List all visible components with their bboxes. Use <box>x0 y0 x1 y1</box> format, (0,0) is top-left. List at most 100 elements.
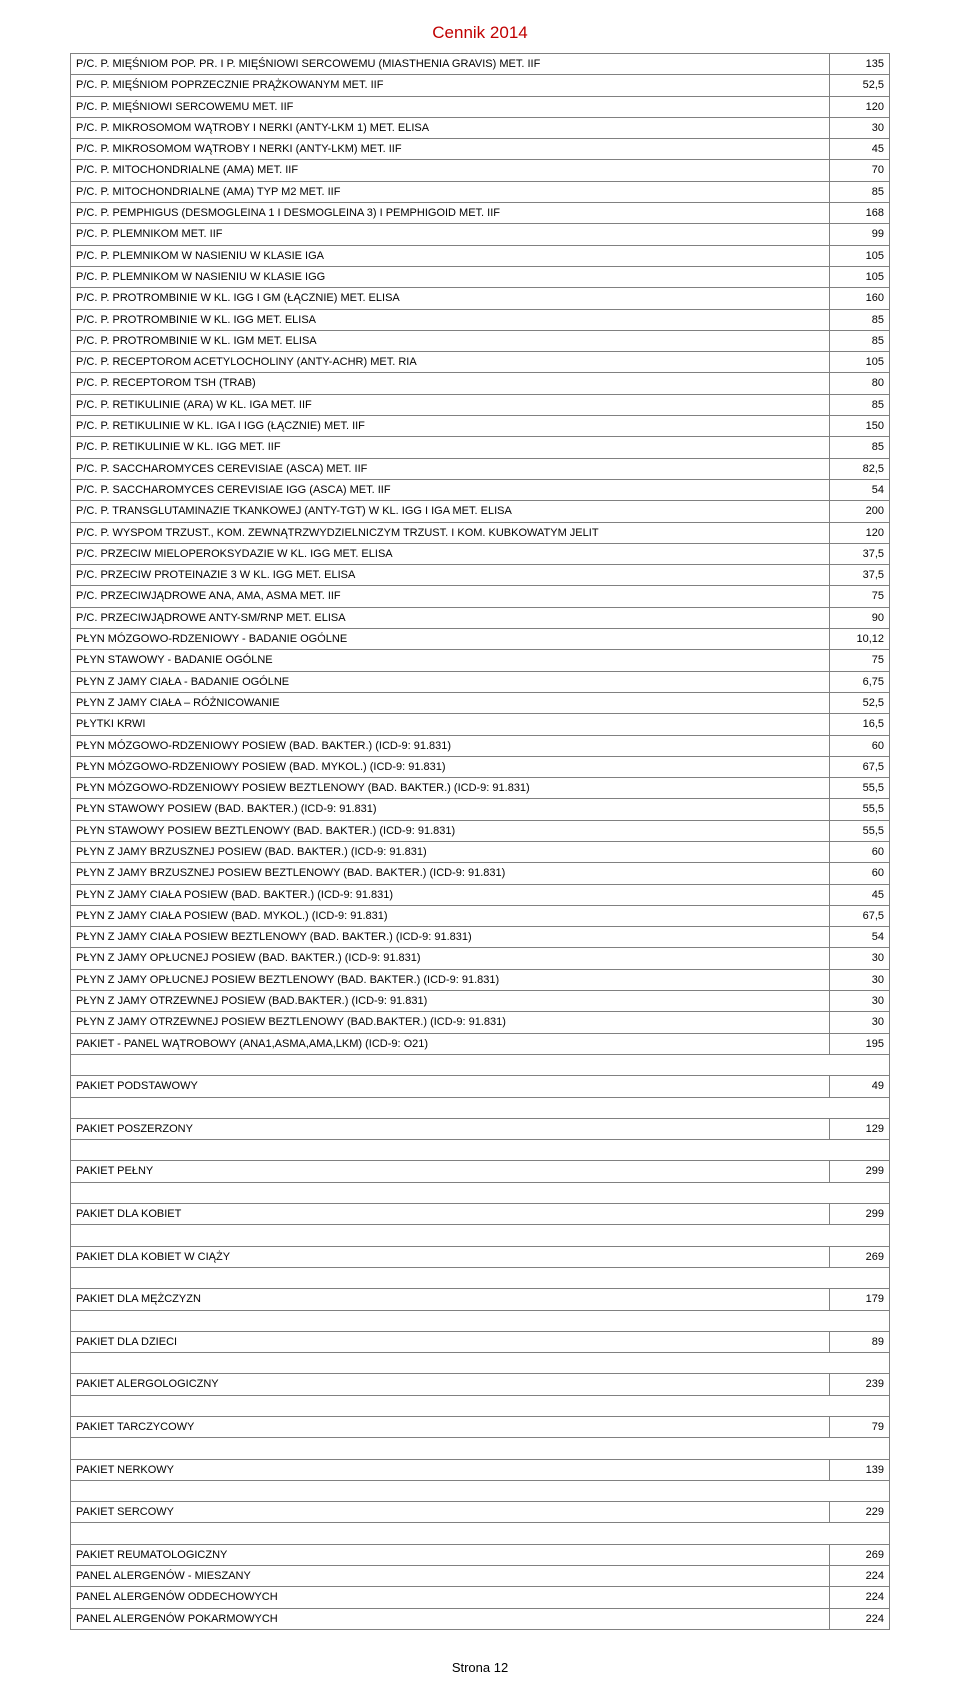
table-row: PAKIET PEŁNY299 <box>71 1161 890 1182</box>
label-cell: PAKIET - PANEL WĄTROBOWY (ANA1,ASMA,AMA,… <box>71 1033 830 1054</box>
table-row: P/C. PRZECIWJĄDROWE ANA, AMA, ASMA MET. … <box>71 586 890 607</box>
value-cell: 105 <box>830 352 890 373</box>
gap-cell <box>71 1225 890 1246</box>
label-cell: PŁYN STAWOWY - BADANIE OGÓLNE <box>71 650 830 671</box>
value-cell: 60 <box>830 841 890 862</box>
label-cell: P/C. P. RECEPTOROM ACETYLOCHOLINY (ANTY-… <box>71 352 830 373</box>
table-row: PŁYN MÓZGOWO-RDZENIOWY - BADANIE OGÓLNE1… <box>71 629 890 650</box>
value-cell: 150 <box>830 416 890 437</box>
value-cell: 269 <box>830 1544 890 1565</box>
table-row: PAKIET PODSTAWOWY49 <box>71 1076 890 1097</box>
table-row: PŁYTKI KRWI16,5 <box>71 714 890 735</box>
value-cell: 85 <box>830 437 890 458</box>
gap-cell <box>71 1140 890 1161</box>
value-cell: 99 <box>830 224 890 245</box>
label-cell: P/C. P. RETIKULINIE (ARA) W KL. IGA MET.… <box>71 394 830 415</box>
table-row: P/C. P. PLEMNIKOM W NASIENIU W KLASIE IG… <box>71 245 890 266</box>
table-row: P/C. PRZECIW MIELOPEROKSYDAZIE W KL. IGG… <box>71 543 890 564</box>
gap-cell <box>71 1267 890 1288</box>
label-cell: P/C. P. RETIKULINIE W KL. IGG MET. IIF <box>71 437 830 458</box>
table-row: PAKIET DLA KOBIET299 <box>71 1204 890 1225</box>
table-row: P/C. P. MITOCHONDRIALNE (AMA) TYP M2 MET… <box>71 181 890 202</box>
label-cell: PAKIET NERKOWY <box>71 1459 830 1480</box>
table-row: PAKIET ALERGOLOGICZNY239 <box>71 1374 890 1395</box>
gap-cell <box>71 1395 890 1416</box>
table-row <box>71 1267 890 1288</box>
value-cell: 37,5 <box>830 543 890 564</box>
table-row: P/C. P. MITOCHONDRIALNE (AMA) MET. IIF70 <box>71 160 890 181</box>
table-row: PAKIET DLA MĘŻCZYZN179 <box>71 1289 890 1310</box>
label-cell: P/C. PRZECIW PROTEINAZIE 3 W KL. IGG MET… <box>71 565 830 586</box>
label-cell: PŁYN Z JAMY BRZUSZNEJ POSIEW (BAD. BAKTE… <box>71 841 830 862</box>
value-cell: 82,5 <box>830 458 890 479</box>
table-row: PŁYN Z JAMY CIAŁA POSIEW (BAD. BAKTER.) … <box>71 884 890 905</box>
label-cell: PŁYN Z JAMY CIAŁA – RÓŻNICOWANIE <box>71 692 830 713</box>
value-cell: 67,5 <box>830 905 890 926</box>
table-row <box>71 1097 890 1118</box>
value-cell: 200 <box>830 501 890 522</box>
label-cell: P/C. PRZECIW MIELOPEROKSYDAZIE W KL. IGG… <box>71 543 830 564</box>
table-row: PŁYN Z JAMY OTRZEWNEJ POSIEW BEZTLENOWY … <box>71 1012 890 1033</box>
label-cell: P/C. P. MITOCHONDRIALNE (AMA) TYP M2 MET… <box>71 181 830 202</box>
value-cell: 55,5 <box>830 799 890 820</box>
table-row: PŁYN Z JAMY CIAŁA – RÓŻNICOWANIE52,5 <box>71 692 890 713</box>
table-row: PŁYN MÓZGOWO-RDZENIOWY POSIEW (BAD. MYKO… <box>71 756 890 777</box>
table-row: PAKIET - PANEL WĄTROBOWY (ANA1,ASMA,AMA,… <box>71 1033 890 1054</box>
value-cell: 60 <box>830 735 890 756</box>
label-cell: PŁYN MÓZGOWO-RDZENIOWY POSIEW (BAD. BAKT… <box>71 735 830 756</box>
table-row: P/C. P. RECEPTOROM TSH (TRAB)80 <box>71 373 890 394</box>
label-cell: P/C. P. MITOCHONDRIALNE (AMA) MET. IIF <box>71 160 830 181</box>
label-cell: PAKIET PODSTAWOWY <box>71 1076 830 1097</box>
table-row: PŁYN STAWOWY POSIEW (BAD. BAKTER.) (ICD-… <box>71 799 890 820</box>
table-row: PŁYN Z JAMY BRZUSZNEJ POSIEW (BAD. BAKTE… <box>71 841 890 862</box>
table-row: P/C. P. MIĘŚNIOM POP. PR. I P. MIĘŚNIOWI… <box>71 54 890 75</box>
gap-cell <box>71 1310 890 1331</box>
table-row: P/C. P. TRANSGLUTAMINAZIE TKANKOWEJ (ANT… <box>71 501 890 522</box>
table-row: PAKIET NERKOWY139 <box>71 1459 890 1480</box>
page-title: Cennik 2014 <box>70 23 890 43</box>
label-cell: P/C. P. MIĘŚNIOWI SERCOWEMU MET. IIF <box>71 96 830 117</box>
label-cell: P/C. P. PROTROMBINIE W KL. IGM MET. ELIS… <box>71 330 830 351</box>
gap-cell <box>71 1353 890 1374</box>
table-row: P/C. P. RETIKULINIE W KL. IGA I IGG (ŁĄC… <box>71 416 890 437</box>
value-cell: 105 <box>830 266 890 287</box>
value-cell: 239 <box>830 1374 890 1395</box>
table-row <box>71 1480 890 1501</box>
value-cell: 179 <box>830 1289 890 1310</box>
value-cell: 30 <box>830 1012 890 1033</box>
value-cell: 54 <box>830 927 890 948</box>
table-row: PŁYN Z JAMY CIAŁA - BADANIE OGÓLNE6,75 <box>71 671 890 692</box>
label-cell: P/C. P. RECEPTOROM TSH (TRAB) <box>71 373 830 394</box>
label-cell: PANEL ALERGENÓW ODDECHOWYCH <box>71 1587 830 1608</box>
value-cell: 85 <box>830 394 890 415</box>
value-cell: 37,5 <box>830 565 890 586</box>
table-row: PANEL ALERGENÓW ODDECHOWYCH224 <box>71 1587 890 1608</box>
label-cell: PŁYN Z JAMY OTRZEWNEJ POSIEW BEZTLENOWY … <box>71 1012 830 1033</box>
label-cell: PŁYN MÓZGOWO-RDZENIOWY POSIEW (BAD. MYKO… <box>71 756 830 777</box>
table-row: P/C. P. WYSPOM TRZUST., KOM. ZEWNĄTRZWYD… <box>71 522 890 543</box>
table-row: PAKIET DLA KOBIET W CIĄŻY269 <box>71 1246 890 1267</box>
value-cell: 120 <box>830 96 890 117</box>
label-cell: P/C. P. TRANSGLUTAMINAZIE TKANKOWEJ (ANT… <box>71 501 830 522</box>
table-row: P/C. P. PLEMNIKOM MET. IIF99 <box>71 224 890 245</box>
value-cell: 30 <box>830 969 890 990</box>
label-cell: PŁYN Z JAMY OPŁUCNEJ POSIEW BEZTLENOWY (… <box>71 969 830 990</box>
label-cell: P/C. P. MIĘŚNIOM POPRZECZNIE PRĄŻKOWANYM… <box>71 75 830 96</box>
value-cell: 89 <box>830 1331 890 1352</box>
label-cell: PŁYN Z JAMY CIAŁA - BADANIE OGÓLNE <box>71 671 830 692</box>
table-row: P/C. P. PROTROMBINIE W KL. IGG I GM (ŁĄC… <box>71 288 890 309</box>
table-row: PŁYN Z JAMY OPŁUCNEJ POSIEW (BAD. BAKTER… <box>71 948 890 969</box>
label-cell: P/C. PRZECIWJĄDROWE ANA, AMA, ASMA MET. … <box>71 586 830 607</box>
value-cell: 45 <box>830 884 890 905</box>
table-row: P/C. PRZECIWJĄDROWE ANTY-SM/RNP MET. ELI… <box>71 607 890 628</box>
table-row: PAKIET SERCOWY229 <box>71 1502 890 1523</box>
value-cell: 75 <box>830 586 890 607</box>
table-row: P/C. P. PLEMNIKOM W NASIENIU W KLASIE IG… <box>71 266 890 287</box>
label-cell: PŁYN Z JAMY CIAŁA POSIEW BEZTLENOWY (BAD… <box>71 927 830 948</box>
value-cell: 129 <box>830 1118 890 1139</box>
label-cell: P/C. P. MIKROSOMOM WĄTROBY I NERKI (ANTY… <box>71 139 830 160</box>
value-cell: 85 <box>830 181 890 202</box>
value-cell: 139 <box>830 1459 890 1480</box>
label-cell: PŁYN MÓZGOWO-RDZENIOWY - BADANIE OGÓLNE <box>71 629 830 650</box>
gap-cell <box>71 1054 890 1075</box>
